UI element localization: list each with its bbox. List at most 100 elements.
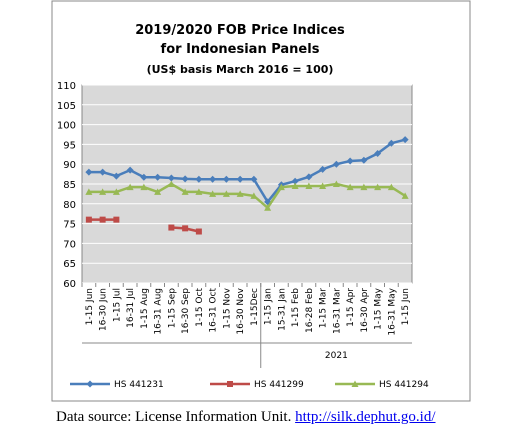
marker: [140, 173, 148, 181]
x-tick-label: 16-30 Jun: [99, 288, 109, 331]
marker: [360, 156, 368, 164]
marker: [360, 183, 368, 191]
x-tick-label: 16-28 Feb: [305, 288, 315, 333]
marker: [126, 166, 134, 174]
marker: [222, 175, 230, 183]
x-tick-label: 1-15 Aug: [140, 288, 150, 329]
series-line: [88, 182, 406, 210]
marker: [195, 228, 202, 235]
marker: [195, 175, 203, 183]
y-tick-label: 95: [63, 140, 76, 151]
marker: [291, 177, 299, 185]
marker: [195, 188, 203, 195]
marker: [181, 175, 189, 183]
chart-title: for Indonesian Panels: [161, 42, 320, 57]
chart: 2019/2020 FOB Price Indices for Indonesi…: [51, 0, 471, 402]
marker: [264, 204, 272, 211]
marker: [346, 183, 354, 191]
x-tick-label: 1-15 Jan: [264, 288, 274, 325]
marker: [209, 175, 217, 183]
y-tick-label: 105: [57, 101, 76, 112]
x-tick-label: 16-31 Jul: [126, 288, 136, 328]
marker: [387, 183, 395, 191]
y-tick-label: 90: [63, 160, 76, 171]
chart-title: 2019/2020 FOB Price Indices: [135, 23, 345, 38]
marker: [305, 182, 313, 189]
marker: [305, 173, 313, 181]
marker: [209, 190, 217, 197]
x-tick-label: 16-31 Oct: [209, 288, 219, 333]
marker: [227, 381, 233, 387]
x-tick-label: 1-15 Apr: [346, 288, 356, 327]
x-tick-label: 16-30 Apr: [360, 288, 370, 333]
y-tick-label: 75: [63, 220, 76, 231]
x-tick-label: 1-15 Mar: [319, 288, 329, 329]
marker: [85, 188, 93, 195]
x-tick-label: 1-15 Nov: [222, 287, 232, 329]
marker: [250, 192, 258, 199]
marker: [351, 380, 359, 387]
x-tick-label: 16-30 Sep: [181, 288, 191, 334]
source-link[interactable]: http://silk.dephut.go.id/: [295, 409, 436, 425]
x-tick-label: 1-15 May: [374, 287, 384, 330]
marker: [319, 165, 327, 173]
marker: [332, 180, 340, 187]
legend-label: HS 441294: [379, 380, 429, 390]
y-tick-label: 70: [63, 239, 76, 250]
y-tick-label: 80: [63, 200, 76, 211]
marker: [401, 192, 409, 199]
marker: [85, 216, 92, 223]
legend-label: HS 441299: [254, 380, 304, 390]
marker: [86, 380, 94, 388]
marker: [168, 224, 175, 231]
marker: [332, 160, 340, 168]
marker: [291, 182, 299, 189]
year-label: 2021: [325, 351, 348, 361]
x-tick-label: 1-15 Feb: [291, 288, 301, 328]
marker: [374, 183, 382, 191]
marker: [346, 157, 354, 165]
marker: [154, 173, 162, 181]
source-note: Data source: License Information Unit. h…: [56, 409, 436, 426]
y-tick-label: 100: [57, 121, 76, 132]
marker: [222, 190, 230, 197]
x-tick-label: 16-30 Nov: [236, 287, 246, 334]
marker: [401, 136, 409, 144]
marker: [113, 216, 120, 223]
marker: [182, 225, 189, 232]
marker: [167, 174, 175, 182]
marker: [236, 175, 244, 183]
marker: [126, 183, 134, 191]
x-tick-label: 1-15 Sep: [167, 288, 177, 329]
marker: [167, 180, 175, 187]
y-tick-label: 110: [57, 81, 76, 92]
x-tick-label: 16-31 Mar: [332, 288, 342, 334]
marker: [181, 188, 189, 195]
y-tick-label: 85: [63, 180, 76, 191]
x-tick-label: 16-31 May: [387, 287, 397, 335]
x-tick-label: 1-15 Jul: [112, 288, 122, 322]
marker: [85, 168, 93, 176]
marker: [140, 183, 148, 191]
marker: [236, 190, 244, 197]
marker: [387, 139, 395, 147]
x-tick-label: 15-31 Jan: [277, 288, 287, 331]
source-text: Data source: License Information Unit.: [56, 409, 292, 425]
x-tick-label: 1-15 Jun: [85, 288, 95, 325]
x-tick-label: 1-15 Oct: [195, 288, 205, 327]
marker: [319, 182, 327, 189]
x-tick-label: 16-31 Aug: [154, 288, 164, 335]
marker: [112, 188, 120, 195]
chart-subtitle: (US$ basis March 2016 = 100): [147, 63, 334, 76]
marker: [112, 172, 120, 180]
marker: [250, 175, 258, 183]
marker: [99, 216, 106, 223]
marker: [154, 188, 162, 195]
x-tick-label: 1-15Dec: [250, 288, 260, 326]
y-tick-label: 60: [63, 279, 76, 290]
marker: [99, 188, 107, 195]
legend-label: HS 441231: [114, 380, 164, 390]
x-tick-label: 1-15 Jun: [401, 288, 411, 325]
y-tick-label: 65: [63, 259, 76, 270]
